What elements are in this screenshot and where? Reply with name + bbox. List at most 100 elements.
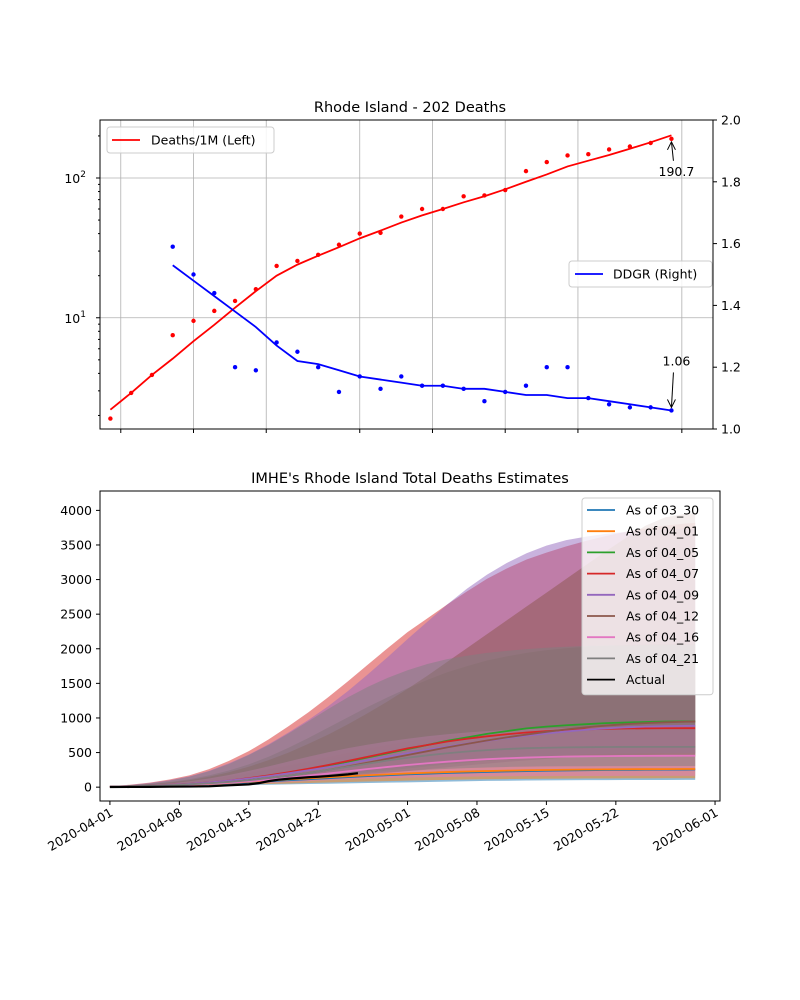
deaths-point	[544, 159, 549, 165]
bottom-y-tick-label: 2500	[60, 607, 92, 622]
deaths-point	[295, 258, 300, 264]
deaths-point	[586, 152, 591, 157]
bottom-legend-box	[581, 497, 714, 696]
ddgr-point	[399, 374, 404, 379]
bottom-legend-label: As of 04_21	[626, 651, 699, 666]
top-right-axis: 1.0 1.2 1.4 1.6 1.8 2.0	[713, 113, 741, 437]
deaths-point	[212, 308, 217, 314]
deaths-point	[253, 287, 259, 292]
top-left-tick-label: 101	[64, 310, 86, 326]
top-right-tick-label: 1.0	[721, 422, 741, 437]
ddgr-point	[315, 365, 321, 370]
top-x-axis	[120, 429, 683, 433]
deaths-point	[128, 390, 134, 396]
deaths-point	[378, 230, 383, 236]
top-left-axis: 101 102	[64, 135, 100, 416]
bottom-legend-label: Actual	[626, 672, 665, 687]
deaths-line	[109, 134, 672, 411]
bottom-legend: As of 03_30 As of 04_01 As of 04_05 As of 0…	[581, 497, 714, 696]
deaths-point	[627, 144, 633, 149]
deaths-point	[482, 193, 487, 198]
deaths-point	[565, 153, 570, 158]
legend-deaths: Deaths/1M (Left)	[106, 126, 275, 154]
deaths-point	[440, 206, 446, 212]
bottom-y-tick-label: 500	[68, 745, 92, 760]
deaths-point	[336, 242, 342, 247]
ddgr-point	[606, 402, 612, 407]
bottom-y-tick-label: 0	[84, 780, 92, 795]
legend-ddgr: DDGR (Right)	[568, 260, 713, 288]
imhe-estimates-chart: IMHE's Rhode Island Total Deaths Estimat…	[45, 471, 721, 854]
top-right-tick-label: 1.4	[721, 298, 741, 313]
bottom-legend-label: As of 04_16	[626, 630, 699, 645]
annotation-arrow	[670, 141, 674, 161]
ddgr-point	[191, 272, 196, 277]
bottom-chart-plot-area	[109, 513, 696, 789]
bottom-x-tick-label: 2020-05-01	[343, 805, 413, 854]
bottom-x-tick-label: 2020-04-22	[253, 805, 323, 854]
bottom-legend-label: As of 04_09	[626, 587, 699, 602]
bottom-legend-label: As of 04_01	[626, 524, 699, 539]
ddgr-point	[544, 365, 549, 370]
uncertainty-band	[109, 645, 696, 787]
deaths-point	[669, 136, 674, 142]
bottom-y-tick-label: 3500	[60, 537, 92, 552]
deaths-point	[191, 318, 196, 324]
deaths-point	[274, 263, 279, 269]
ddgr-point	[627, 405, 633, 410]
bottom-x-tick-label: 2020-04-01	[45, 805, 115, 854]
ddgr-point	[212, 290, 217, 296]
deaths-point	[419, 206, 425, 212]
top-left-tick-exponent: 1	[80, 310, 86, 320]
deaths-point	[315, 252, 321, 258]
ddgr-point	[253, 368, 259, 373]
deaths-point	[232, 298, 238, 304]
ddgr-point	[232, 365, 238, 370]
legend-ddgr-label: DDGR (Right)	[613, 267, 697, 282]
ddgr-point	[295, 349, 300, 354]
top-right-tick-label: 1.8	[721, 174, 741, 189]
top-chart-grid	[100, 120, 713, 429]
bottom-legend-label: As of 04_05	[626, 545, 699, 560]
top-left-tick-label: 102	[64, 170, 86, 186]
top-right-tick-label: 1.2	[721, 360, 741, 375]
top-chart-annotations: 190.7 1.06	[659, 140, 694, 409]
series-line	[109, 745, 696, 788]
bottom-x-tick-label: 2020-06-01	[650, 805, 720, 854]
deaths-point	[523, 168, 529, 174]
ddgr-point	[274, 340, 279, 345]
bottom-chart-frame	[99, 490, 721, 802]
annotation-label: 1.06	[663, 353, 691, 368]
top-right-tick-label: 2.0	[721, 113, 741, 128]
bottom-legend-label: As of 04_12	[626, 609, 699, 624]
deaths-point	[357, 231, 362, 236]
bottom-y-tick-label: 4000	[60, 503, 92, 518]
top-chart-plot-area	[108, 134, 674, 421]
deaths-point	[399, 214, 404, 219]
ddgr-point	[669, 408, 674, 413]
ddgr-point	[419, 383, 425, 388]
annotation-arrow	[670, 372, 674, 408]
annotation-arrowhead	[666, 399, 676, 409]
bottom-legend-label: As of 04_07	[626, 566, 699, 581]
top-left-tick-exponent: 2	[80, 170, 86, 180]
bottom-y-axis: 0 500 1000 1500 2000 2500 3000 3500 4000	[60, 503, 100, 795]
deaths-point	[170, 333, 175, 338]
bottom-x-tick-label: 2020-05-22	[551, 805, 621, 854]
actual-line	[109, 772, 359, 789]
bottom-x-tick-label: 2020-05-08	[412, 805, 482, 854]
legend-deaths-box	[106, 126, 275, 154]
ddgr-point	[440, 383, 446, 388]
ddgr-point	[586, 395, 591, 401]
deaths-point	[461, 194, 466, 199]
legend-deaths-label: Deaths/1M (Left)	[151, 133, 256, 148]
ddgr-point	[336, 389, 342, 395]
bottom-x-tick-label: 2020-05-15	[481, 805, 551, 854]
ddgr-point	[170, 244, 175, 249]
bottom-x-axis: 2020-04-01 2020-04-08 2020-04-15 2020-04-22…	[45, 801, 721, 854]
ddgr-point	[503, 389, 508, 395]
ddgr-point	[565, 365, 570, 370]
deaths-point	[503, 187, 508, 193]
